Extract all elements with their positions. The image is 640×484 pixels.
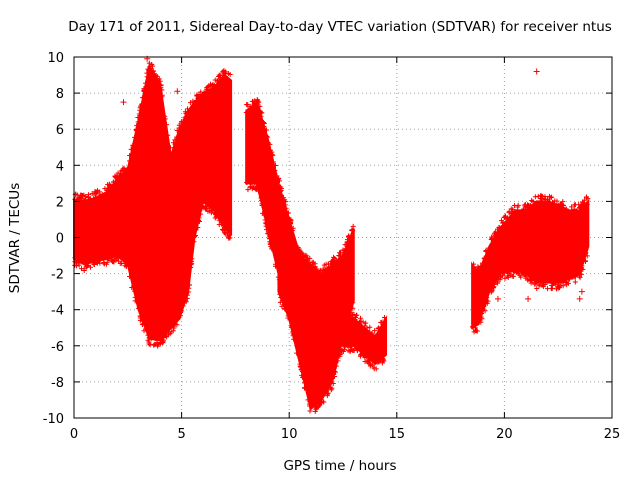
- y-axis-label: SDTVAR / TECUs: [7, 183, 23, 293]
- data-band: [308, 293, 388, 372]
- y-tick-label: 2: [56, 195, 64, 210]
- data-point-outlier: [533, 68, 540, 75]
- chart-title: Day 171 of 2011, Sidereal Day-to-day VTE…: [68, 19, 612, 35]
- data-series: [72, 55, 591, 414]
- y-tick-label: -10: [43, 412, 64, 427]
- data-band-fill: [73, 63, 181, 342]
- y-tick-label: 10: [47, 51, 64, 66]
- x-tick-label: 15: [389, 427, 406, 442]
- data-point-outlier: [174, 88, 181, 95]
- y-tick-label: 4: [56, 159, 64, 174]
- data-band: [72, 60, 182, 349]
- data-band-markers: [470, 193, 591, 335]
- y-tick-label: -8: [51, 376, 64, 391]
- data-band: [470, 193, 591, 335]
- y-tick-label: -2: [51, 268, 64, 283]
- data-point-outlier: [494, 295, 501, 302]
- data-band: [178, 67, 233, 320]
- x-axis-label: GPS time / hours: [283, 458, 396, 474]
- axes: 0 5 10 15 20 25 -10 -8 -6 -4 -2 0 2 4 6 8 10: [43, 51, 621, 442]
- y-tick-label: 6: [56, 123, 64, 138]
- y-tick-label: 0: [56, 232, 64, 247]
- data-band-markers: [276, 206, 356, 414]
- data-band-markers: [178, 67, 233, 319]
- data-band-markers: [308, 293, 387, 372]
- data-point-outlier: [525, 295, 532, 302]
- x-tick-label: 10: [281, 427, 298, 442]
- data-point-outlier: [497, 263, 504, 270]
- x-tick-label: 25: [604, 427, 621, 442]
- x-tick-label: 5: [177, 427, 185, 442]
- y-tick-label: 8: [56, 87, 64, 102]
- y-tick-label: -6: [51, 340, 64, 355]
- data-band-markers: [72, 60, 182, 349]
- x-tick-label: 0: [70, 427, 78, 442]
- y-tick-label: -4: [51, 304, 64, 319]
- x-tick-label: 20: [496, 427, 513, 442]
- data-point-outlier: [578, 288, 585, 295]
- data-point-outlier: [120, 99, 127, 106]
- data-point-outlier: [576, 295, 583, 302]
- data-band-fill: [471, 198, 590, 330]
